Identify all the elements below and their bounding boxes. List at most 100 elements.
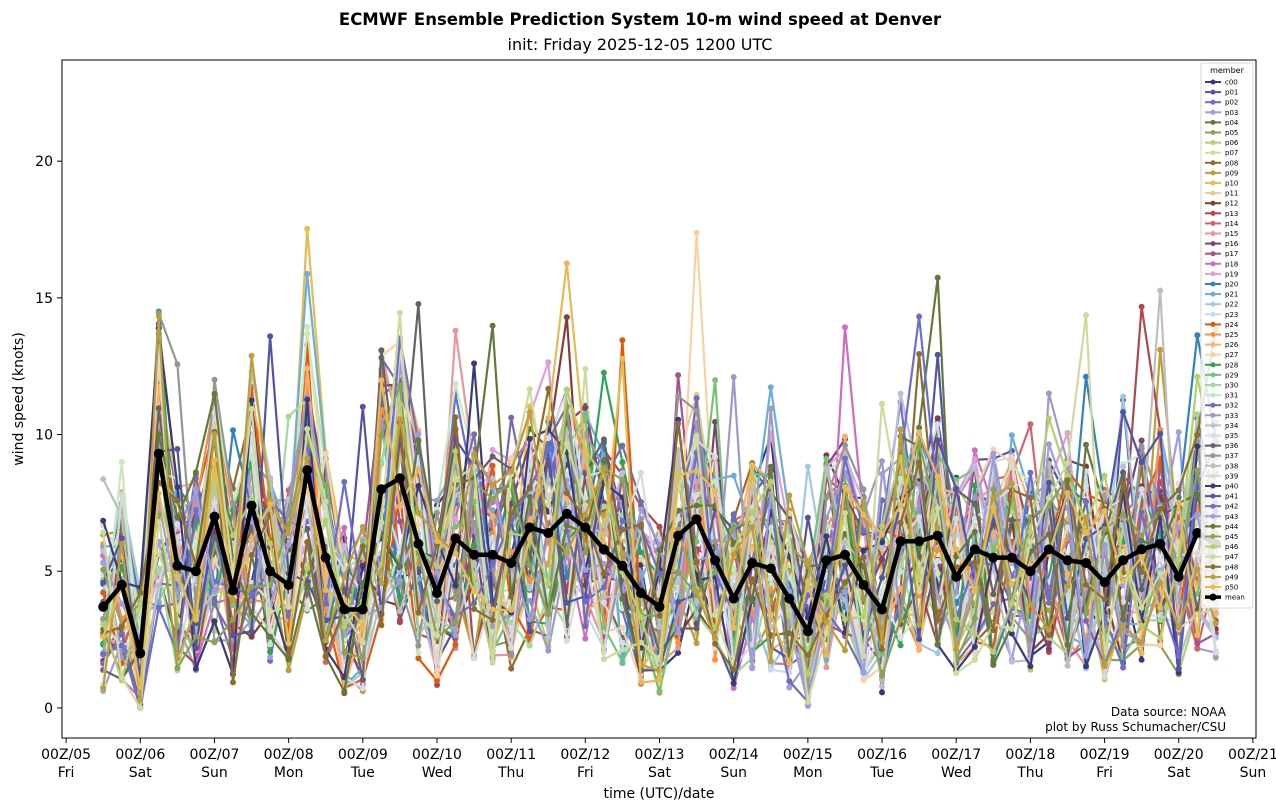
series-point-p50-59 bbox=[1194, 632, 1201, 639]
legend-label-p43: p43 bbox=[1225, 513, 1238, 521]
series-point-p49-36 bbox=[767, 658, 774, 665]
legend-label-p03: p03 bbox=[1225, 109, 1238, 117]
legend-entry-p50: p50 bbox=[1205, 584, 1238, 592]
series-point-p19-24 bbox=[545, 359, 552, 366]
series-point-p32-6 bbox=[211, 597, 218, 604]
series-point-p09-57 bbox=[1157, 346, 1164, 353]
series-point-p46-9 bbox=[267, 540, 274, 547]
series-point-p47-19 bbox=[452, 476, 459, 483]
mean-point-18 bbox=[432, 588, 442, 599]
series-point-p48-36 bbox=[767, 632, 774, 638]
legend-swatch-marker-p14 bbox=[1210, 220, 1216, 226]
legend-label-p16: p16 bbox=[1225, 240, 1239, 248]
series-point-p26-11 bbox=[304, 365, 311, 372]
series-point-p45-28 bbox=[619, 477, 626, 483]
series-point-p45-54 bbox=[1101, 526, 1108, 533]
legend-swatch-marker-p21 bbox=[1210, 291, 1216, 297]
series-point-p28-43 bbox=[897, 642, 904, 649]
legend-label-p38: p38 bbox=[1225, 462, 1238, 470]
mean-point-30 bbox=[654, 601, 665, 612]
series-point-p50-40 bbox=[842, 484, 848, 491]
legend-label-p20: p20 bbox=[1225, 281, 1238, 289]
legend-label-p11: p11 bbox=[1225, 190, 1238, 198]
legend-entry-p42: p42 bbox=[1205, 503, 1238, 511]
legend-label-p50: p50 bbox=[1225, 584, 1238, 592]
mean-point-6 bbox=[209, 511, 220, 522]
series-point-p36-17 bbox=[415, 301, 422, 307]
legend-label-p12: p12 bbox=[1225, 200, 1238, 208]
series-point-p10-56 bbox=[1138, 650, 1145, 657]
x-tick-label-16: 00Z/21 bbox=[1228, 747, 1276, 763]
series-point-p29-27 bbox=[600, 624, 607, 631]
mean-point-0 bbox=[98, 601, 109, 612]
series-point-p35-55 bbox=[1120, 598, 1127, 605]
series-point-p42-27 bbox=[600, 584, 607, 591]
legend-entry-p34: p34 bbox=[1205, 422, 1239, 430]
legend-label-p23: p23 bbox=[1225, 311, 1238, 319]
series-point-p01-45 bbox=[934, 351, 941, 358]
series-point-p48-40 bbox=[842, 579, 848, 586]
series-point-p44-27 bbox=[600, 457, 607, 464]
series-point-p09-32 bbox=[693, 640, 700, 647]
series-point-p35-28 bbox=[619, 639, 626, 646]
series-point-p44-28 bbox=[619, 595, 626, 602]
series-point-p32-22 bbox=[508, 414, 515, 421]
plot-frame bbox=[61, 59, 1257, 739]
series-point-p46-56 bbox=[1138, 622, 1145, 629]
series-point-p45-8 bbox=[248, 583, 255, 590]
series-point-p21-36 bbox=[767, 384, 774, 391]
series-point-p39-44 bbox=[916, 513, 923, 520]
series-point-p49-32 bbox=[693, 588, 700, 595]
legend-label-mean: mean bbox=[1225, 594, 1245, 602]
legend-entry-p22: p22 bbox=[1205, 301, 1238, 309]
series-point-p36-27 bbox=[600, 436, 607, 443]
series-point-p21-39 bbox=[823, 656, 830, 663]
x-tick-label-5: 00Z/10 bbox=[412, 747, 462, 763]
legend-entry-p10: p10 bbox=[1205, 180, 1238, 188]
series-point-p50-10 bbox=[285, 640, 292, 647]
series-point-p43-17 bbox=[415, 431, 422, 438]
series-point-p44-47 bbox=[971, 528, 978, 535]
series-point-p50-45 bbox=[934, 473, 941, 480]
series-point-p43-31 bbox=[675, 629, 682, 636]
mean-point-41 bbox=[858, 579, 869, 590]
series-point-p42-26 bbox=[582, 598, 589, 605]
series-point-p48-58 bbox=[1175, 487, 1182, 494]
series-point-p49-52 bbox=[1064, 583, 1071, 590]
series-point-p43-42 bbox=[879, 471, 885, 478]
series-point-p42-38 bbox=[804, 592, 811, 599]
series-point-p33-23 bbox=[526, 597, 533, 604]
series-point-p39-1 bbox=[118, 492, 125, 499]
legend-swatch-marker-p08 bbox=[1210, 160, 1216, 166]
series-point-p48-25 bbox=[563, 489, 570, 496]
series-point-p47-6 bbox=[211, 423, 218, 430]
series-p48 bbox=[100, 326, 1219, 686]
legend-swatch-marker-p15 bbox=[1210, 231, 1216, 236]
series-point-p50-22 bbox=[508, 606, 515, 613]
series-point-p24-18 bbox=[434, 677, 440, 684]
series-point-p50-30 bbox=[656, 677, 663, 684]
series-point-p41-56 bbox=[1138, 459, 1145, 466]
series-point-p47-40 bbox=[842, 509, 848, 516]
series-point-p03-9 bbox=[267, 654, 274, 660]
series-point-p49-59 bbox=[1194, 566, 1201, 573]
legend-label-c00: c00 bbox=[1225, 79, 1238, 87]
series-point-p43-40 bbox=[842, 588, 848, 595]
series-point-p41-38 bbox=[804, 514, 811, 521]
series-point-p50-23 bbox=[526, 535, 533, 542]
series-point-p28-27 bbox=[600, 369, 607, 376]
legend-entry-p47: p47 bbox=[1205, 553, 1238, 561]
series-point-p45-24 bbox=[545, 611, 552, 618]
series-point-p45-19 bbox=[452, 619, 459, 625]
series-point-p48-47 bbox=[971, 559, 978, 566]
mean-point-35 bbox=[747, 558, 758, 568]
x-tick-day-4: Tue bbox=[350, 765, 375, 781]
series-point-p48-10 bbox=[285, 650, 292, 657]
series-point-p36-49 bbox=[1008, 517, 1015, 524]
series-point-p47-24 bbox=[545, 501, 552, 508]
legend-entry-p20: p20 bbox=[1205, 281, 1238, 289]
legend-box bbox=[1200, 62, 1254, 609]
mean-point-33 bbox=[710, 555, 721, 566]
series-point-p41-42 bbox=[879, 574, 885, 581]
mean-point-28 bbox=[617, 560, 628, 571]
